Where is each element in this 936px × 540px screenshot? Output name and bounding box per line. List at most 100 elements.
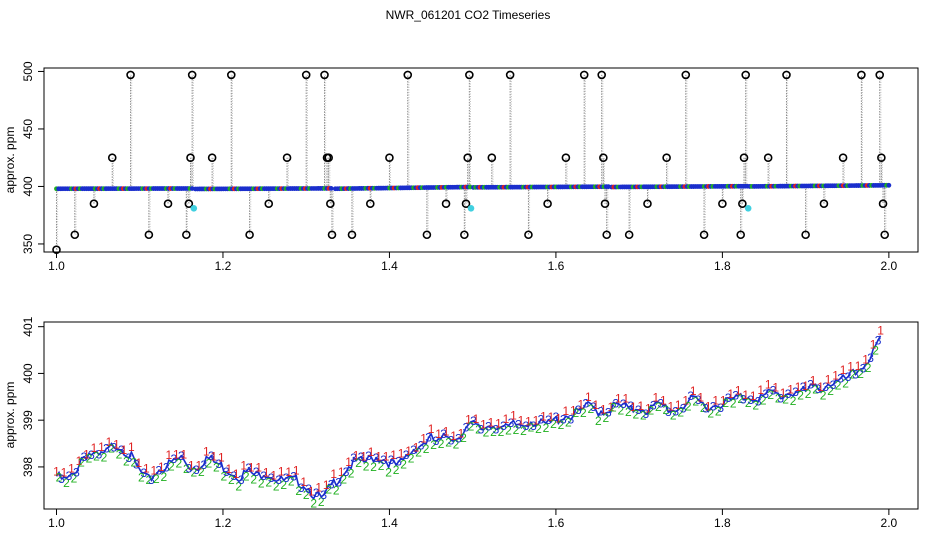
series-3-symbol: 3	[163, 461, 170, 475]
outlier-point	[877, 153, 886, 162]
outlier-point	[763, 153, 773, 162]
series-1-symbol: 1	[757, 383, 764, 397]
series-3-symbol: 3	[837, 371, 844, 385]
outlier-point	[347, 230, 357, 240]
series-2-symbol: 2	[213, 461, 220, 475]
bottom-x-axis: 1.0 1.2 1.4 1.6 1.8 2.0	[48, 508, 898, 530]
series-1-symbol: 1	[870, 337, 877, 351]
series-1-symbol: 1	[548, 410, 555, 424]
series-2-symbol: 2	[632, 408, 639, 422]
series-3-symbol: 3	[642, 407, 649, 421]
series-2-symbol: 2	[617, 404, 624, 418]
series-2-symbol: 2	[265, 475, 272, 489]
series-3-symbol: 3	[395, 454, 402, 468]
series-2-symbol: 2	[235, 479, 242, 493]
series-3-symbol: 3	[583, 396, 590, 410]
series-2-symbol: 2	[310, 497, 317, 511]
series-1-symbol: 1	[375, 450, 382, 464]
x-tick-label: 1.2	[215, 516, 232, 530]
series-3-symbol: 3	[208, 449, 215, 463]
series-2-symbol: 2	[662, 403, 669, 417]
series-3-symbol: 3	[500, 419, 507, 433]
series-1-symbol: 1	[263, 466, 270, 480]
series-2-symbol: 2	[250, 473, 257, 487]
series-2-symbol: 2	[528, 420, 535, 434]
outlier-point	[264, 199, 274, 208]
outlier-point	[207, 153, 217, 162]
series-3-symbol: 3	[403, 448, 410, 462]
series-1-symbol: 1	[83, 447, 90, 461]
x-tick-label: 1.6	[548, 259, 565, 273]
outlier-point	[718, 199, 727, 208]
series-1-symbol: 1	[533, 413, 540, 427]
series-3-symbol: 3	[627, 399, 634, 413]
series-1-symbol: 1	[166, 448, 173, 462]
series-3-symbol: 3	[358, 450, 365, 464]
series-2-symbol: 2	[63, 476, 70, 490]
top-dots-group	[54, 182, 892, 192]
series-1-symbol: 1	[615, 391, 622, 405]
series-2-symbol: 2	[692, 395, 699, 409]
top-y-axis: 350 400 450 500	[21, 61, 45, 254]
series-3-symbol: 3	[620, 397, 627, 411]
series-3-symbol: 3	[171, 452, 178, 466]
y-tick-label: 450	[21, 119, 35, 139]
series-2-symbol: 2	[183, 462, 190, 476]
series-2-symbol: 2	[543, 421, 550, 435]
outlier-point	[465, 70, 474, 80]
outlier-point	[600, 199, 610, 208]
series-2-symbol: 2	[610, 400, 617, 414]
trace-line	[55, 335, 882, 501]
outlier-point	[324, 153, 333, 162]
series-3-symbol: 3	[298, 481, 305, 495]
series-3-symbol: 3	[283, 471, 290, 485]
outlier-point	[301, 70, 311, 80]
series-3-symbol: 3	[800, 380, 807, 394]
series-1-symbol: 1	[600, 402, 607, 416]
y-tick-label: 500	[21, 61, 35, 81]
series-3-symbol: 3	[133, 457, 140, 471]
series-3-symbol: 3	[440, 427, 447, 441]
series-2-symbol: 2	[228, 473, 235, 487]
series-3-symbol: 3	[425, 431, 432, 445]
series-2-symbol: 2	[258, 477, 265, 491]
series-3-symbol: 3	[710, 399, 717, 413]
series-3-symbol: 3	[275, 473, 282, 487]
series-2-symbol: 2	[670, 409, 677, 423]
series-1-symbol: 1	[308, 484, 315, 498]
series-1-symbol: 1	[645, 402, 652, 416]
series-3-symbol: 3	[575, 403, 582, 417]
series-1-symbol: 1	[578, 397, 585, 411]
bottom-plot-frame	[43, 321, 919, 510]
series-1-symbol: 1	[690, 384, 697, 398]
series-3-symbol: 3	[433, 434, 440, 448]
series-3-symbol: 3	[590, 400, 597, 414]
series-2-symbol: 2	[280, 478, 287, 492]
series-2-symbol: 2	[483, 425, 490, 439]
series-1-symbol: 1	[443, 424, 450, 438]
outlier-point	[70, 230, 80, 240]
top-panel: 1.0 1.2 1.4 1.6 1.8 2.0 350 400 450 500 approx. …	[3, 61, 919, 273]
series-2-symbol: 2	[625, 405, 632, 419]
series-1-symbol: 1	[323, 478, 330, 492]
outlier-point	[320, 70, 329, 80]
series-1-symbol: 1	[106, 435, 113, 449]
series-3-symbol: 3	[118, 443, 125, 457]
series-2-symbol: 2	[850, 368, 857, 382]
series-3-symbol: 3	[777, 392, 784, 406]
series-2-symbol: 2	[722, 396, 729, 410]
series-1-symbol: 1	[780, 386, 787, 400]
series-2-symbol: 2	[385, 465, 392, 479]
series-2-symbol: 2	[378, 459, 385, 473]
series-1-symbol: 1	[53, 464, 60, 478]
series-1-symbol: 1	[817, 380, 824, 394]
top-flagged-group	[190, 205, 752, 212]
series-1-symbol: 1	[825, 372, 832, 386]
outlier-point	[487, 153, 497, 162]
series-2-symbol: 2	[812, 382, 819, 396]
series-3-symbol: 3	[81, 450, 88, 464]
series-1-symbol: 1	[458, 426, 465, 440]
outlier-point	[460, 230, 469, 240]
series-1-symbol: 1	[98, 440, 105, 454]
series-1-symbol: 1	[877, 324, 884, 338]
